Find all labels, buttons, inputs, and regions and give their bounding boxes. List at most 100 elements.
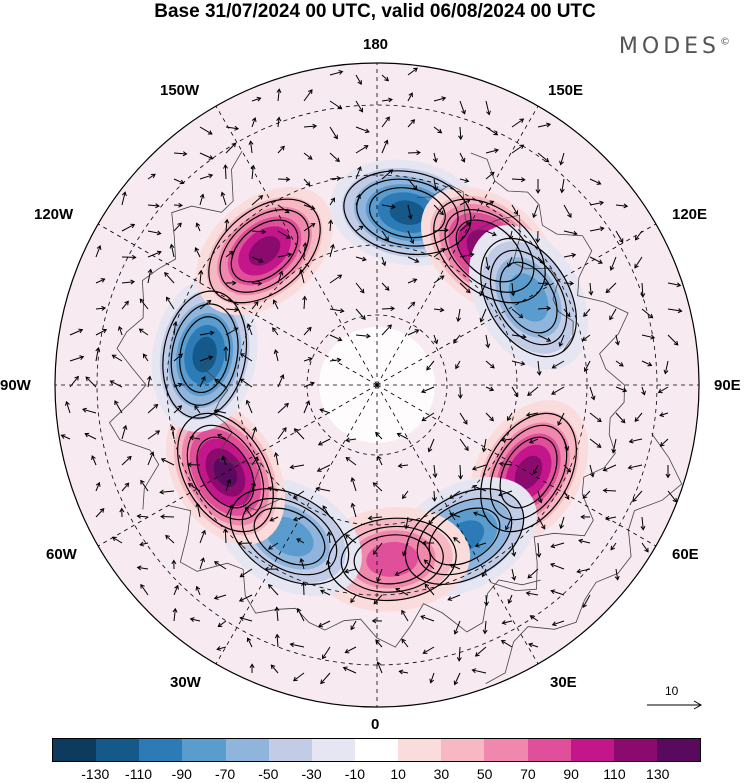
wind-arrow [458,126,464,141]
wind-arrow [147,451,155,466]
wind-arrow-head [557,421,562,426]
wind-arrow-shaft [139,328,149,336]
wind-arrow-shaft [277,117,280,128]
meridian-line [376,223,657,386]
wind-arrow-head [155,203,160,209]
wind-arrow [173,405,183,414]
wind-arrow-shaft [407,178,418,190]
contour-line [489,249,568,346]
wind-arrow-head [121,191,127,197]
wind-arrow-head [208,355,214,361]
contour-line [177,412,274,533]
meridian-line [376,384,539,665]
wind-arrow-shaft [95,508,105,518]
wind-arrow-head [342,666,348,672]
wind-arrow [433,178,438,192]
wind-arrow-head [409,239,415,245]
wind-arrow [381,116,390,128]
wind-arrow-shaft [405,516,409,529]
wind-arrow [199,126,213,135]
lon-label-120w: 120W [34,206,74,223]
wind-arrow [140,583,149,596]
wind-arrow [535,230,541,244]
wind-arrow [160,514,175,520]
wind-arrow [251,256,264,263]
wind-arrow-head [482,629,488,635]
wind-arrow-shaft [355,194,361,206]
wind-arrow-head [387,324,392,330]
wind-arrow [511,144,525,154]
wind-arrow [381,282,390,291]
wind-arrow-shaft [395,588,409,596]
wind-arrow-shaft [459,412,468,425]
wind-arrow-shaft [527,568,539,579]
wind-arrow-head [140,583,145,589]
wind-arrow-head [296,538,302,543]
wind-arrow-shaft [372,482,383,492]
wind-arrow-head [551,621,557,627]
wind-arrow-head [310,205,316,210]
wind-arrow [537,256,545,265]
wind-arrow [251,426,258,440]
wind-arrow-head [532,213,537,219]
wind-arrow [395,587,409,596]
wind-arrow-head [657,388,663,394]
wind-arrow-head [82,407,87,413]
wind-arrow-head [201,529,206,535]
wind-arrow-head [246,323,252,329]
wind-arrow-shaft [537,542,540,557]
wind-arrow-shaft [641,308,653,319]
contour-line [253,507,326,566]
wind-arrow-head [614,575,620,581]
wind-arrow [319,408,331,414]
wind-arrow [456,308,461,323]
wind-arrow [449,512,461,518]
wind-arrow-head [498,461,504,467]
contour-line [480,237,577,358]
wind-arrow [164,271,175,284]
wind-arrow [189,617,201,622]
wind-arrow-head [620,418,626,424]
wind-arrow-shaft [329,359,341,362]
wind-arrow [329,243,335,258]
wind-arrow [427,438,435,453]
wind-arrow-shaft [225,142,236,154]
wind-arrow [372,482,383,492]
wind-arrow [195,585,201,596]
wind-arrow-shaft [563,254,576,258]
wind-arrow [320,672,331,685]
wind-arrow-head [272,327,277,332]
wind-arrow-shaft [277,403,289,414]
wind-arrow-shaft [95,278,105,284]
wind-arrow-shaft [511,542,515,556]
wind-arrow [537,490,543,504]
wind-arrow-shaft [303,327,312,336]
wind-arrow-head [299,557,305,563]
wind-arrow-shaft [485,200,494,206]
wind-arrow-shaft [147,269,152,284]
wind-arrow [121,455,132,466]
wind-arrow-shaft [251,482,255,492]
wind-arrow-head [306,326,312,332]
wind-arrow [559,152,565,166]
wind-arrow-head [489,171,495,177]
wind-arrow [609,308,617,321]
wind-arrow-head [278,270,284,276]
wind-arrow [634,256,643,269]
wind-arrow [420,615,435,622]
wind-arrow [292,672,305,682]
wind-arrow [634,230,643,241]
latitude-circle [96,104,658,666]
wind-arrow-shaft [612,438,617,453]
wind-arrow-shaft [95,245,101,258]
wind-arrow [121,223,136,232]
contour-line [343,170,472,256]
wind-arrow-shaft [121,223,135,232]
wind-arrow-shaft [455,360,461,369]
wind-arrow-head [245,399,251,405]
wind-arrow-shaft [401,610,409,622]
wind-arrow-shaft [589,438,602,448]
wind-arrow [423,559,435,570]
wind-arrow [350,620,357,631]
wind-arrow [402,542,409,557]
